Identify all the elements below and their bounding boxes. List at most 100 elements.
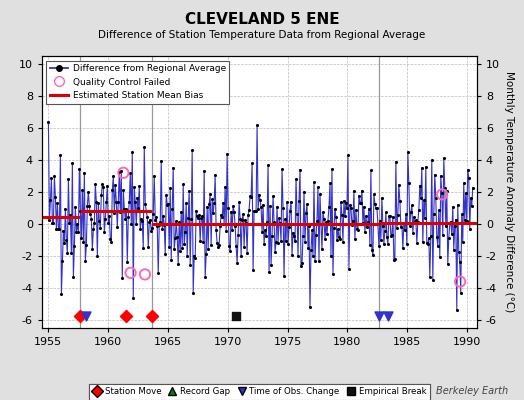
Point [132, 221, 140, 228]
Point [275, 215, 283, 222]
Point [315, 258, 323, 264]
Point [157, 158, 166, 164]
Point [193, 213, 201, 220]
Point [64, 176, 72, 182]
Point [154, 270, 162, 276]
Point [355, 193, 363, 199]
Point [106, 236, 115, 242]
Point [241, 217, 249, 223]
Point [150, 172, 158, 179]
Point [259, 201, 267, 208]
Point [256, 196, 264, 203]
Point [432, 195, 440, 202]
Point [232, 313, 240, 319]
Point [350, 188, 358, 194]
Point [309, 253, 317, 259]
Point [276, 220, 284, 226]
Point [462, 189, 470, 196]
Point [384, 240, 392, 247]
Point [289, 229, 297, 236]
Point [444, 235, 453, 241]
Point [228, 226, 236, 233]
Text: Berkeley Earth: Berkeley Earth [436, 386, 508, 396]
Legend: Station Move, Record Gap, Time of Obs. Change, Empirical Break: Station Move, Record Gap, Time of Obs. C… [89, 384, 430, 400]
Point [463, 218, 471, 224]
Point [452, 216, 460, 223]
Point [431, 172, 439, 178]
Point [329, 271, 337, 277]
Point [112, 198, 121, 205]
Point [54, 226, 62, 232]
Point [316, 191, 324, 198]
Point [440, 155, 448, 162]
Point [403, 149, 412, 155]
Point [447, 231, 456, 238]
Point [262, 233, 270, 240]
Point [344, 152, 352, 158]
Point [392, 225, 401, 231]
Point [283, 199, 291, 205]
Point [436, 173, 445, 179]
Point [224, 205, 232, 211]
Point [456, 290, 465, 296]
Point [58, 258, 67, 264]
Point [443, 188, 451, 194]
Point [176, 248, 184, 254]
Point [418, 164, 426, 171]
Point [301, 239, 309, 245]
Point [136, 226, 145, 232]
Point [419, 239, 427, 246]
Point [295, 197, 303, 204]
Point [414, 207, 423, 213]
Point [203, 204, 211, 210]
Point [381, 209, 390, 215]
Point [179, 181, 188, 188]
Point [362, 212, 370, 219]
Point [195, 212, 203, 218]
Point [233, 260, 242, 266]
Point [189, 290, 198, 296]
Point [181, 229, 189, 236]
Point [194, 214, 202, 221]
Point [356, 200, 364, 206]
Point [174, 260, 182, 267]
Point [268, 233, 276, 239]
Point [277, 238, 285, 244]
Point [232, 242, 241, 249]
Point [363, 224, 371, 230]
Point [70, 243, 79, 250]
Point [123, 258, 132, 265]
Point [266, 203, 274, 210]
Point [323, 231, 331, 237]
Point [171, 235, 179, 242]
Point [372, 205, 380, 211]
Point [421, 215, 429, 221]
Point [294, 253, 302, 260]
Point [166, 185, 174, 191]
Point [122, 313, 130, 319]
Point [282, 238, 290, 244]
Point [117, 168, 125, 174]
Point [250, 208, 258, 214]
Point [435, 253, 444, 260]
Point [98, 181, 106, 188]
Point [381, 228, 389, 234]
Point [146, 216, 155, 223]
Point [377, 237, 385, 243]
Point [135, 183, 144, 189]
Point [384, 313, 392, 319]
Point [442, 222, 450, 229]
Point [451, 223, 459, 230]
Point [128, 149, 136, 155]
Point [376, 218, 384, 224]
Point [396, 198, 404, 204]
Point [420, 197, 428, 204]
Point [302, 210, 310, 216]
Point [389, 214, 397, 220]
Point [83, 203, 92, 209]
Point [213, 240, 221, 246]
Point [243, 250, 252, 256]
Point [239, 211, 247, 217]
Point [412, 239, 421, 246]
Point [217, 212, 225, 218]
